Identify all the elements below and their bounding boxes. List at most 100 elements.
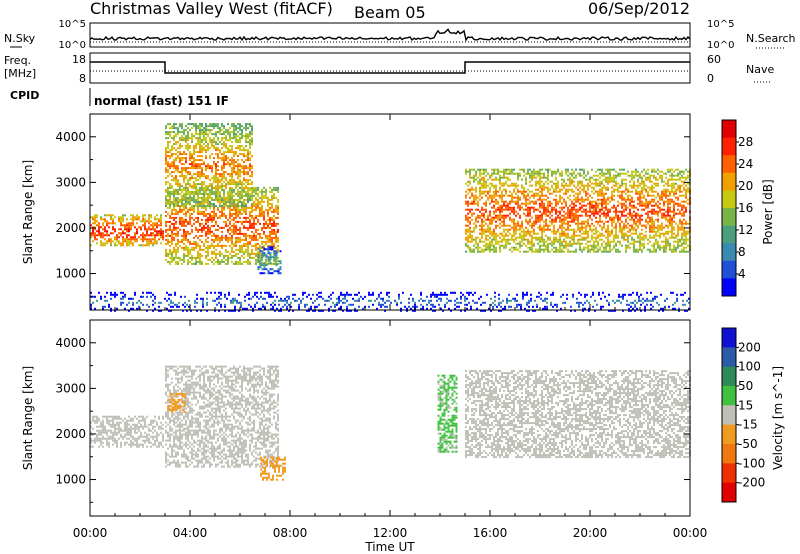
- echo-cell: [469, 216, 471, 219]
- echo-cell: [197, 250, 199, 253]
- echo-cell: [257, 260, 260, 263]
- echo-cell: [148, 218, 150, 221]
- echo-cell: [249, 125, 251, 128]
- echo-cell: [177, 197, 179, 200]
- echo-cell: [481, 190, 483, 193]
- echo-cell: [489, 190, 491, 193]
- echo-cell: [513, 230, 515, 233]
- echo-cell: [217, 189, 219, 192]
- echo-cell: [663, 184, 665, 187]
- echo-cell: [181, 127, 183, 130]
- echo-cell: [205, 185, 207, 188]
- echo-cell: [553, 228, 555, 231]
- echo-cell: [643, 202, 645, 205]
- echo-cell: [219, 260, 221, 263]
- echo-cell: [265, 248, 268, 251]
- echo-cell: [197, 195, 199, 198]
- echo-cell: [533, 194, 535, 197]
- echo-cell: [545, 206, 547, 209]
- echo-cell: [477, 250, 479, 253]
- echo-cell: [479, 178, 481, 181]
- echo-cell: [211, 250, 213, 253]
- echo-cell: [539, 250, 541, 253]
- echo-cell: [189, 129, 191, 132]
- echo-cell: [229, 149, 231, 152]
- echo-cell: [247, 171, 249, 174]
- echo-cell: [142, 216, 144, 219]
- echo-cell: [651, 170, 653, 173]
- echo-cell: [219, 252, 221, 255]
- echo-cell: [569, 210, 571, 213]
- echo-cell: [167, 123, 169, 126]
- echo-cell: [249, 236, 251, 239]
- echo-cell: [191, 161, 193, 164]
- echo-cell: [215, 205, 217, 208]
- echo-cell: [577, 182, 579, 185]
- echo-cell: [653, 182, 655, 185]
- echo-cell: [267, 234, 269, 237]
- echo-cell: [243, 220, 245, 223]
- echo-cell: [247, 149, 249, 152]
- echo-cell: [545, 228, 547, 231]
- echo-cell: [225, 224, 227, 227]
- echo-cell: [489, 202, 491, 205]
- echo-cell: [110, 218, 112, 221]
- echo-cell: [547, 248, 549, 251]
- echo-cell: [577, 184, 579, 187]
- echo-cell: [223, 153, 225, 156]
- echo-cell: [94, 216, 96, 219]
- echo-cell: [199, 159, 201, 162]
- echo-cell: [269, 268, 272, 271]
- echo-cell: [167, 234, 169, 237]
- echo-cell: [609, 174, 611, 177]
- echo-cell: [263, 196, 265, 199]
- echo-cell: [207, 258, 209, 261]
- echo-cell: [165, 159, 167, 162]
- echo-cell: [267, 208, 269, 211]
- echo-cell: [623, 198, 625, 201]
- echo-cell: [481, 222, 483, 225]
- echo-cell: [623, 190, 625, 193]
- echo-cell: [90, 244, 92, 247]
- echo-cell: [537, 220, 539, 223]
- echo-cell: [227, 193, 229, 196]
- echo-cell: [487, 248, 489, 251]
- echo-cell: [227, 163, 229, 166]
- echo-cell: [651, 198, 653, 201]
- echo-cell: [499, 180, 501, 183]
- echo-cell: [597, 202, 599, 205]
- echo-cell: [471, 238, 473, 241]
- echo-cell: [555, 188, 557, 191]
- echo-cell: [211, 234, 213, 237]
- echo-cell: [173, 161, 175, 164]
- echo-cell: [189, 177, 191, 180]
- echo-cell: [559, 250, 561, 253]
- echo-cell: [112, 222, 114, 225]
- echo-cell: [179, 145, 181, 148]
- echo-cell: [593, 224, 595, 227]
- echo-cell: [633, 250, 635, 253]
- echo-cell: [583, 246, 585, 249]
- echo-cell: [169, 216, 171, 219]
- echo-cell: [187, 210, 189, 213]
- echo-cell: [593, 178, 595, 181]
- echo-cell: [563, 240, 565, 243]
- echo-cell: [547, 214, 549, 217]
- echo-cell: [537, 180, 539, 183]
- echo-cell: [148, 216, 150, 219]
- echo-cell: [651, 216, 653, 219]
- echo-cell: [657, 192, 659, 195]
- echo-cell: [605, 228, 607, 231]
- echo-cell: [229, 131, 231, 134]
- echo-cell: [183, 179, 185, 182]
- echo-cell: [501, 200, 503, 203]
- echo-cell: [197, 242, 199, 245]
- echo-cell: [181, 262, 183, 265]
- echo-cell: [233, 199, 235, 202]
- echo-cell: [477, 246, 479, 249]
- echo-cell: [233, 194, 235, 197]
- echo-cell: [657, 178, 659, 181]
- echo-cell: [255, 244, 257, 247]
- echo-cell: [597, 184, 599, 187]
- echo-cell: [277, 208, 279, 211]
